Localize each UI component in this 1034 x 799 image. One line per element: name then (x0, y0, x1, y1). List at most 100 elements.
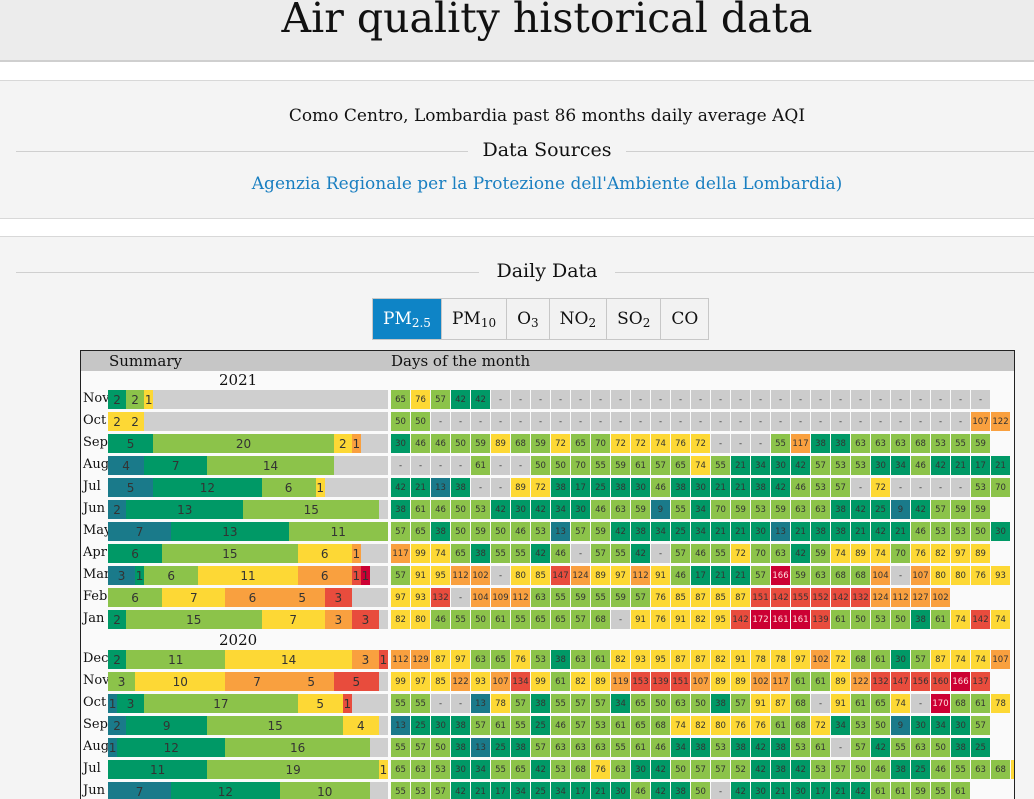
day-cell[interactable]: 57 (751, 566, 770, 585)
day-cell[interactable]: 132 (851, 588, 870, 607)
day-cell[interactable]: 53 (931, 434, 950, 453)
day-cell[interactable]: 57 (671, 544, 690, 563)
day-cell[interactable]: 142 (771, 588, 790, 607)
day-cell[interactable]: 97 (411, 672, 430, 691)
day-cell[interactable]: 21 (471, 782, 490, 799)
day-cell[interactable]: 34 (691, 522, 710, 541)
day-cell[interactable]: 46 (591, 500, 610, 519)
day-cell[interactable]: 53 (551, 760, 570, 779)
day-cell[interactable]: 61 (951, 782, 970, 799)
day-cell[interactable]: 61 (611, 716, 630, 735)
day-cell[interactable]: - (471, 412, 490, 431)
day-cell[interactable]: 57 (411, 738, 430, 757)
day-cell[interactable]: - (411, 456, 430, 475)
day-cell[interactable]: 55 (611, 738, 630, 757)
day-cell[interactable]: 46 (431, 434, 450, 453)
day-cell[interactable]: - (491, 412, 510, 431)
day-cell[interactable]: 46 (551, 544, 570, 563)
day-cell[interactable]: 99 (531, 672, 550, 691)
day-cell[interactable]: - (551, 412, 570, 431)
day-cell[interactable]: 13 (551, 522, 570, 541)
day-cell[interactable]: 38 (531, 694, 550, 713)
day-cell[interactable]: 156 (911, 672, 930, 691)
day-cell[interactable]: 147 (891, 672, 910, 691)
day-cell[interactable]: - (431, 412, 450, 431)
day-cell[interactable]: 13 (471, 738, 490, 757)
day-cell[interactable]: 91 (751, 694, 770, 713)
day-cell[interactable]: 85 (671, 588, 690, 607)
day-cell[interactable]: 57 (931, 500, 950, 519)
day-cell[interactable]: 65 (411, 522, 430, 541)
day-cell[interactable]: 61 (811, 672, 830, 691)
day-cell[interactable]: 65 (491, 650, 510, 669)
day-cell[interactable]: 38 (831, 500, 850, 519)
day-cell[interactable]: 42 (871, 738, 890, 757)
day-cell[interactable]: 166 (771, 566, 790, 585)
day-cell[interactable]: 61 (871, 650, 890, 669)
day-cell[interactable]: 38 (771, 738, 790, 757)
day-cell[interactable]: 21 (891, 522, 910, 541)
day-cell[interactable]: 57 (391, 522, 410, 541)
day-cell[interactable]: 61 (591, 650, 610, 669)
tab-no2[interactable]: NO 2 (550, 299, 608, 339)
day-cell[interactable]: - (471, 478, 490, 497)
day-cell[interactable]: 55 (931, 782, 950, 799)
day-cell[interactable]: 61 (891, 782, 910, 799)
day-cell[interactable]: 166 (951, 672, 970, 691)
day-cell[interactable]: 17 (571, 782, 590, 799)
day-cell[interactable]: 89 (591, 672, 610, 691)
day-cell[interactable]: 53 (831, 456, 850, 475)
day-cell[interactable]: 63 (671, 694, 690, 713)
day-cell[interactable]: - (891, 412, 910, 431)
day-cell[interactable]: 25 (491, 738, 510, 757)
tab-co[interactable]: CO (661, 299, 708, 339)
day-cell[interactable]: 57 (391, 566, 410, 585)
day-cell[interactable]: 55 (391, 694, 410, 713)
day-cell[interactable]: 21 (831, 782, 850, 799)
day-cell[interactable]: 34 (551, 500, 570, 519)
day-cell[interactable]: 30 (431, 716, 450, 735)
day-cell[interactable]: 42 (731, 782, 750, 799)
day-cell[interactable]: 142 (831, 588, 850, 607)
day-cell[interactable]: 46 (911, 522, 930, 541)
day-cell[interactable]: 65 (451, 544, 470, 563)
day-cell[interactable]: 59 (971, 500, 990, 519)
day-cell[interactable]: 63 (851, 434, 870, 453)
day-cell[interactable]: 57 (971, 716, 990, 735)
day-cell[interactable]: 38 (611, 478, 630, 497)
day-cell[interactable]: 50 (451, 500, 470, 519)
day-cell[interactable]: - (491, 566, 510, 585)
day-cell[interactable]: 30 (871, 456, 890, 475)
day-cell[interactable]: 53 (951, 522, 970, 541)
day-cell[interactable]: 63 (571, 650, 590, 669)
day-cell[interactable]: - (571, 544, 590, 563)
day-cell[interactable]: 87 (691, 588, 710, 607)
day-cell[interactable]: - (831, 738, 850, 757)
day-cell[interactable]: 59 (731, 500, 750, 519)
day-cell[interactable]: 63 (811, 566, 830, 585)
day-cell[interactable]: 42 (451, 390, 470, 409)
day-cell[interactable]: 30 (691, 478, 710, 497)
day-cell[interactable]: - (691, 412, 710, 431)
day-cell[interactable]: - (811, 694, 830, 713)
day-cell[interactable]: 50 (891, 610, 910, 629)
day-cell[interactable]: 87 (671, 650, 690, 669)
day-cell[interactable]: 172 (751, 610, 770, 629)
day-cell[interactable]: 68 (571, 760, 590, 779)
day-cell[interactable]: 95 (711, 610, 730, 629)
day-cell[interactable]: 72 (531, 478, 550, 497)
day-cell[interactable]: 42 (791, 456, 810, 475)
day-cell[interactable]: - (911, 694, 930, 713)
day-cell[interactable]: 139 (651, 672, 670, 691)
day-cell[interactable]: 55 (411, 694, 430, 713)
day-cell[interactable]: 38 (811, 522, 830, 541)
day-cell[interactable]: 42 (531, 760, 550, 779)
day-cell[interactable]: 21 (731, 456, 750, 475)
day-cell[interactable]: - (451, 412, 470, 431)
day-cell[interactable]: 63 (551, 738, 570, 757)
day-cell[interactable]: - (771, 412, 790, 431)
day-cell[interactable]: 46 (671, 566, 690, 585)
day-cell[interactable]: 55 (611, 544, 630, 563)
day-cell[interactable]: 170 (931, 694, 950, 713)
day-cell[interactable]: 112 (451, 566, 470, 585)
